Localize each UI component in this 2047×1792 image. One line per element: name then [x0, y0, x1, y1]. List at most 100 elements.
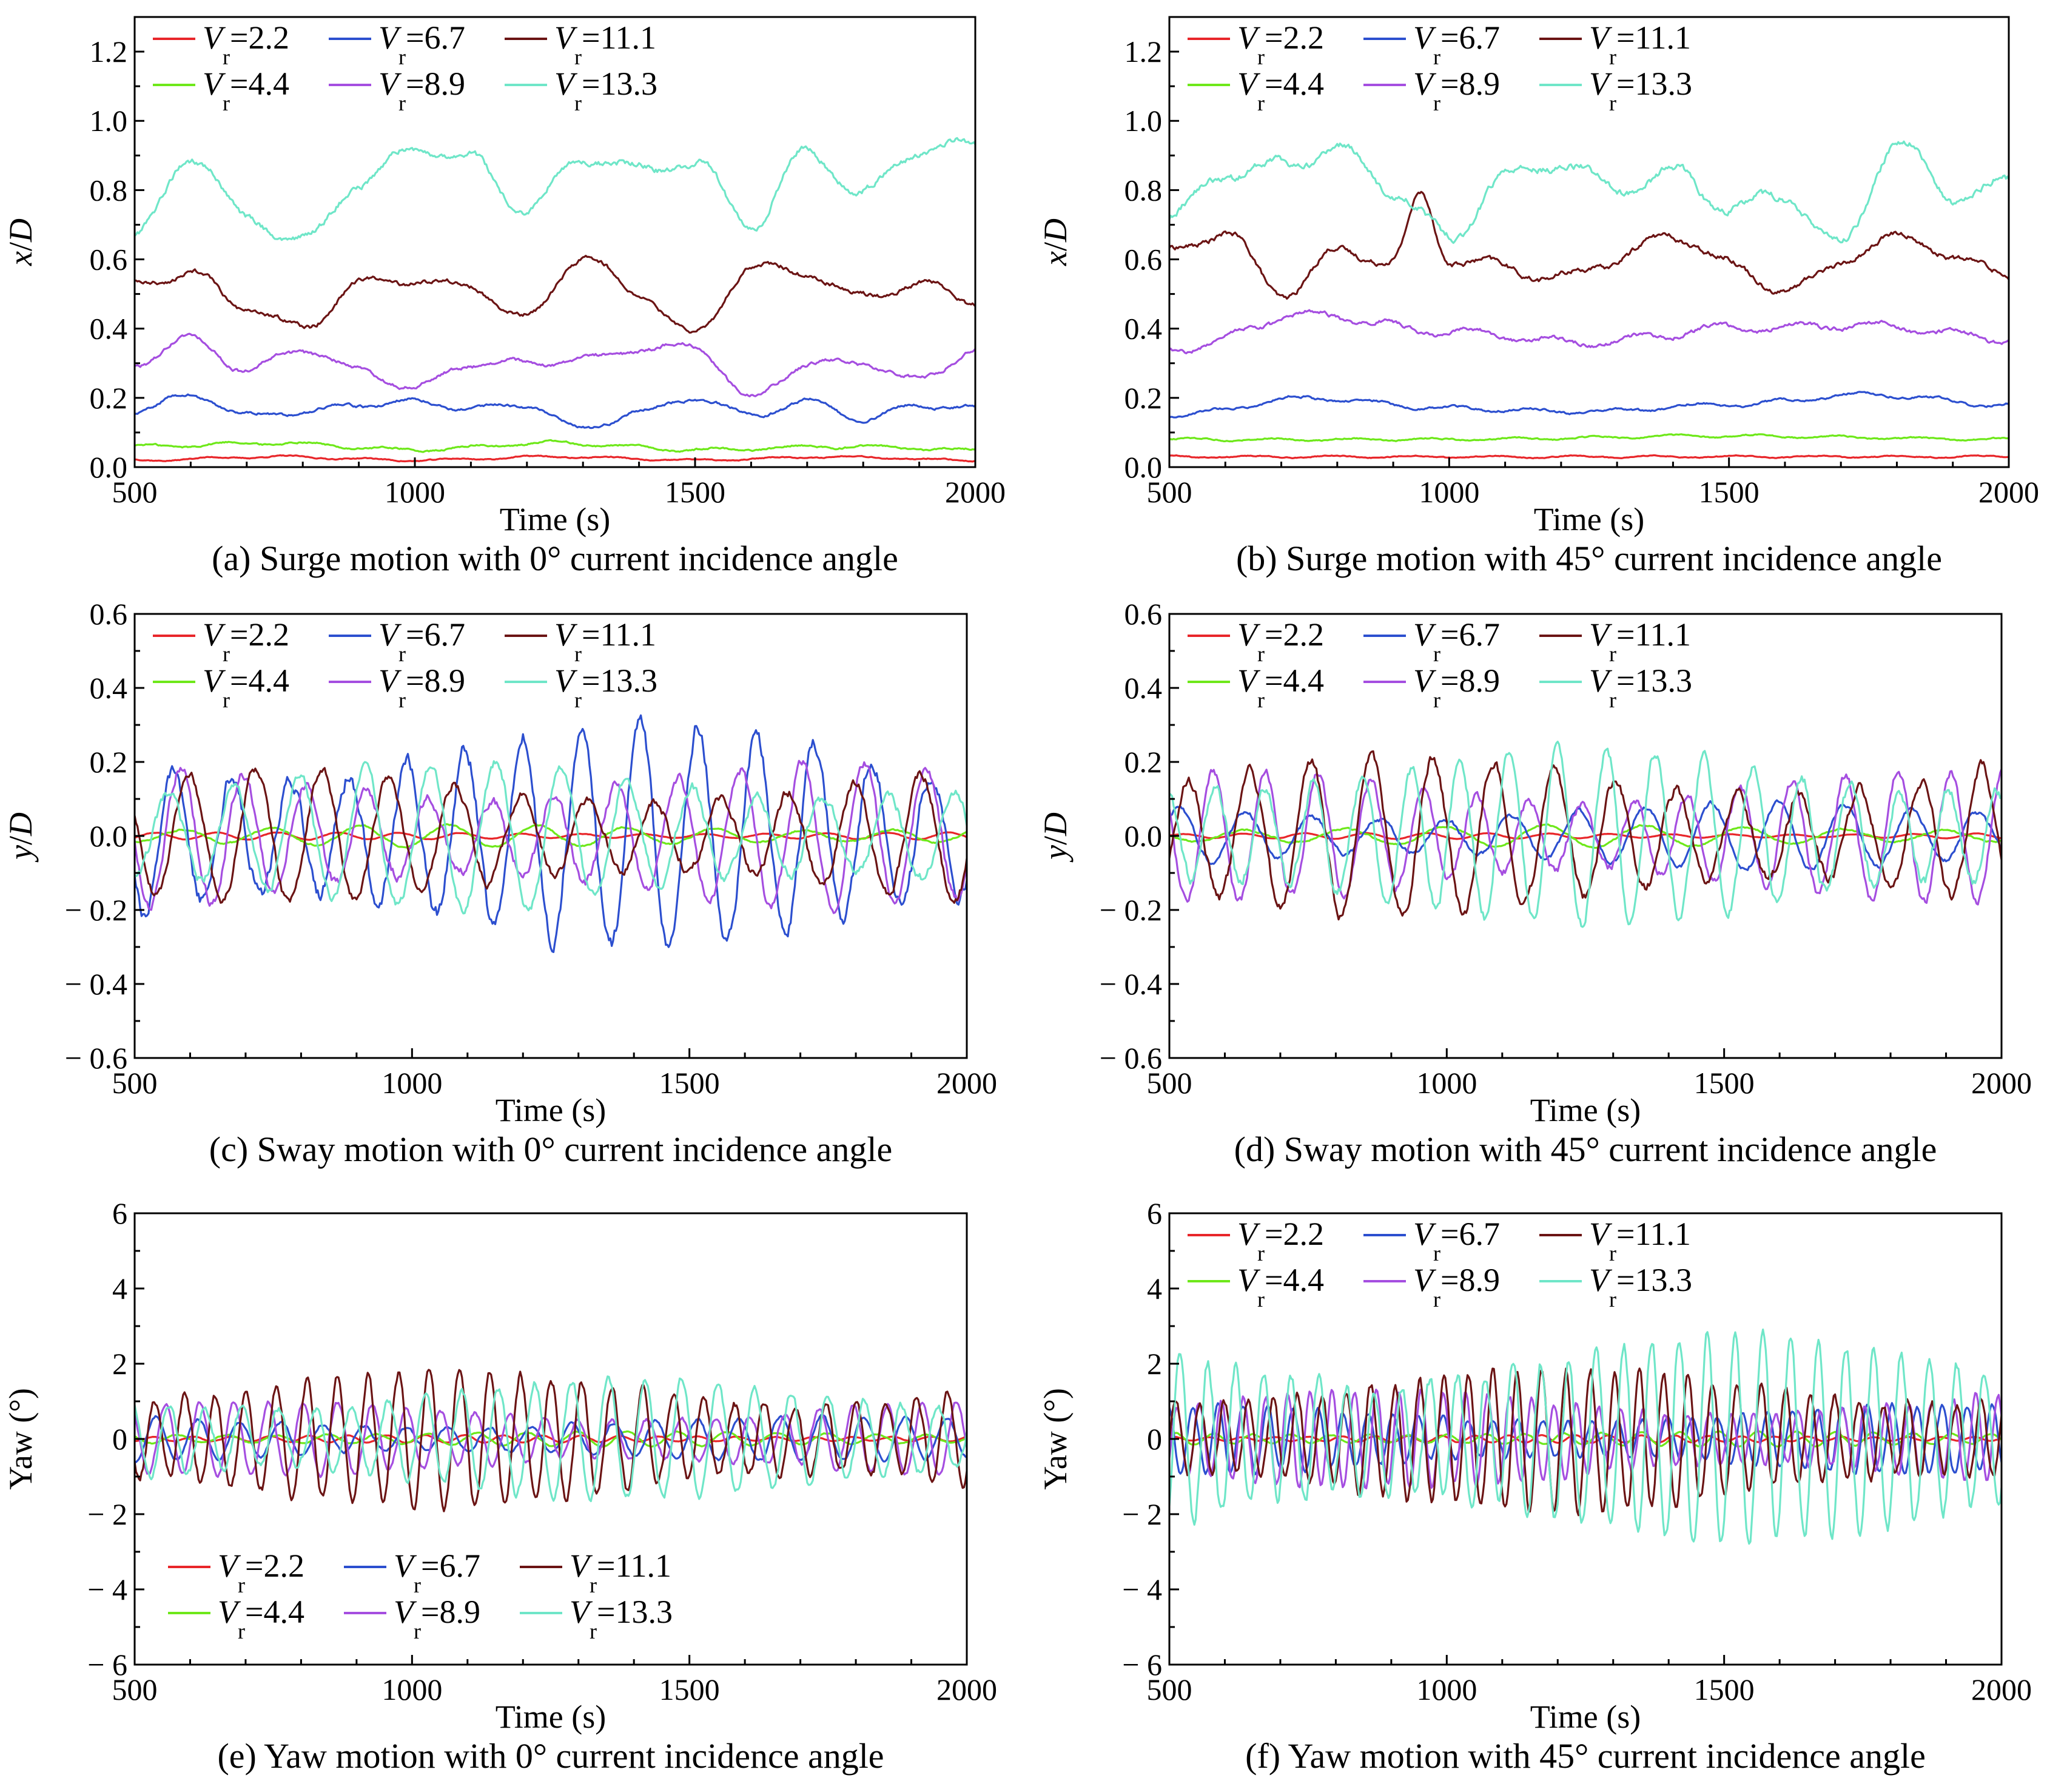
- legend-label: Vr=6.7: [1413, 1216, 1500, 1265]
- y-tick-label: 0.2: [90, 381, 128, 415]
- x-axis-label: Time (s): [496, 1699, 607, 1735]
- y-tick-label: − 4: [87, 1572, 127, 1606]
- x-tick-label: 2000: [1978, 475, 2039, 509]
- x-tick-label: 2000: [936, 1066, 997, 1100]
- x-tick-label: 1000: [382, 1672, 442, 1706]
- y-tick-label: 0.0: [1124, 450, 1163, 484]
- y-tick-label: 0: [112, 1422, 127, 1456]
- y-tick-label: − 0.4: [65, 967, 127, 1001]
- series-line: [1169, 454, 2009, 460]
- legend-label: Vr=8.9: [1413, 1262, 1500, 1312]
- legend-label: Vr=8.9: [1413, 66, 1500, 115]
- y-tick-label: 4: [112, 1272, 127, 1305]
- panel-f: − 6 − 4 − 2 0 2 4 6 500 1000 1500 2000 Time (s) Yaw …: [1037, 1196, 2032, 1776]
- y-axis-label: y/D: [1037, 812, 1074, 863]
- series-line: [1169, 750, 2002, 921]
- y-tick-label: 1.0: [90, 104, 128, 138]
- y-axis-label: Yaw (°): [1037, 1388, 1074, 1490]
- y-tick-label: 0.4: [1124, 671, 1163, 705]
- y-tick-label: 1.2: [90, 35, 128, 69]
- y-tick-label: − 0.4: [1100, 967, 1162, 1001]
- x-axis-label: Time (s): [1530, 1699, 1641, 1735]
- legend-label: Vr=2.2: [203, 19, 289, 69]
- y-tick-label: 0.0: [90, 450, 128, 484]
- y-tick-label: − 2: [87, 1497, 127, 1531]
- legend: Vr=2.2 Vr=6.7 Vr=11.1 Vr=4.4 Vr=8.9 Vr=13.3: [1188, 616, 1692, 712]
- series-line: [135, 767, 967, 904]
- x-axis-label: Time (s): [1530, 1092, 1641, 1128]
- x-tick-label: 1000: [1416, 1672, 1477, 1706]
- y-axis-label: x/D: [1037, 218, 1074, 266]
- series-lines: [1169, 741, 2002, 928]
- legend-label: Vr=6.7: [378, 616, 465, 666]
- series-lines: [135, 714, 967, 953]
- series-line: [1169, 1402, 2002, 1475]
- plot-frame: [1168, 16, 2010, 468]
- y-tick-label: 6: [112, 1196, 127, 1230]
- legend-label: Vr=2.2: [203, 616, 289, 666]
- x-tick-label: 1000: [382, 1066, 442, 1100]
- panel-caption: (c) Sway motion with 0° current incidenc…: [209, 1130, 892, 1169]
- series-line: [1169, 1329, 2002, 1545]
- legend-label: Vr=2.2: [1237, 19, 1324, 69]
- y-axis-label: y/D: [2, 812, 39, 863]
- x-axis-label: Time (s): [500, 501, 611, 537]
- x-tick-label: 500: [1147, 475, 1192, 509]
- legend-label: Vr=4.4: [203, 66, 289, 115]
- legend-label: Vr=13.3: [1589, 662, 1692, 712]
- y-tick-label: 0.2: [90, 745, 128, 779]
- legend-label: Vr=2.2: [218, 1548, 304, 1597]
- series-line: [135, 1413, 967, 1463]
- series-line: [135, 760, 967, 915]
- x-tick-label: 1500: [659, 1066, 720, 1100]
- legend-label: Vr=13.3: [554, 662, 657, 712]
- x-tick-label: 500: [112, 475, 158, 509]
- legend-label: Vr=8.9: [378, 662, 465, 712]
- legend-label: Vr=4.4: [1237, 66, 1324, 115]
- y-axis-label: x/D: [2, 218, 39, 266]
- y-tick-label: − 6: [1122, 1648, 1162, 1682]
- legend: Vr=2.2 Vr=6.7 Vr=11.1 Vr=4.4 Vr=8.9 Vr=13.3: [1188, 1216, 1692, 1312]
- panel-c: − 0.6 − 0.4 − 0.2 0.0 0.2 0.4 0.6 500 1000 1500 20…: [2, 597, 997, 1169]
- legend-label: Vr=11.1: [1589, 1216, 1691, 1265]
- y-tick-label: 0.4: [1124, 312, 1163, 346]
- legend-label: Vr=4.4: [203, 662, 289, 712]
- panel-d: − 0.6 − 0.4 − 0.2 0.0 0.2 0.4 0.6 500 1000 1500 20…: [1037, 597, 2032, 1169]
- series-line: [135, 255, 975, 334]
- legend-label: Vr=6.7: [1413, 616, 1500, 666]
- legend-label: Vr=4.4: [1237, 662, 1324, 712]
- series-line: [1169, 190, 2009, 300]
- y-tick-label: 0: [1147, 1422, 1162, 1456]
- series-line: [1169, 309, 2009, 355]
- y-tick-label: 6: [1147, 1196, 1162, 1230]
- legend-label: Vr=13.3: [570, 1594, 673, 1643]
- legend-label: Vr=2.2: [1237, 616, 1324, 666]
- y-tick-label: 4: [1147, 1272, 1162, 1305]
- legend-label: Vr=13.3: [1589, 66, 1692, 115]
- legend-label: Vr=4.4: [1237, 1262, 1324, 1312]
- y-axis-label: Yaw (°): [2, 1388, 39, 1490]
- x-tick-label: 1000: [1416, 1066, 1477, 1100]
- x-tick-label: 1500: [1694, 1066, 1755, 1100]
- x-tick-label: 2000: [1971, 1066, 2032, 1100]
- legend: Vr=2.2 Vr=6.7 Vr=11.1 Vr=4.4 Vr=8.9 Vr=13.3: [153, 616, 657, 712]
- series-line: [135, 714, 967, 953]
- y-tick-label: 0.0: [1124, 819, 1163, 853]
- legend: Vr=2.2 Vr=6.7 Vr=11.1 Vr=4.4 Vr=8.9 Vr=13.3: [153, 19, 657, 115]
- series-line: [1169, 433, 2009, 443]
- y-tick-label: − 0.6: [65, 1041, 127, 1075]
- x-tick-label: 1500: [659, 1672, 720, 1706]
- y-tick-label: − 4: [1122, 1572, 1162, 1606]
- y-tick-label: 1.2: [1124, 35, 1163, 69]
- series-line: [135, 136, 975, 241]
- legend-label: Vr=11.1: [570, 1548, 671, 1597]
- legend-label: Vr=6.7: [378, 19, 465, 69]
- y-tick-label: 0.8: [90, 173, 128, 207]
- x-tick-label: 500: [112, 1066, 158, 1100]
- series-line: [135, 332, 975, 397]
- series-lines: [1169, 140, 2009, 460]
- y-tick-label: 0.6: [1124, 243, 1163, 277]
- series-line: [135, 1369, 967, 1512]
- x-tick-label: 500: [112, 1672, 158, 1706]
